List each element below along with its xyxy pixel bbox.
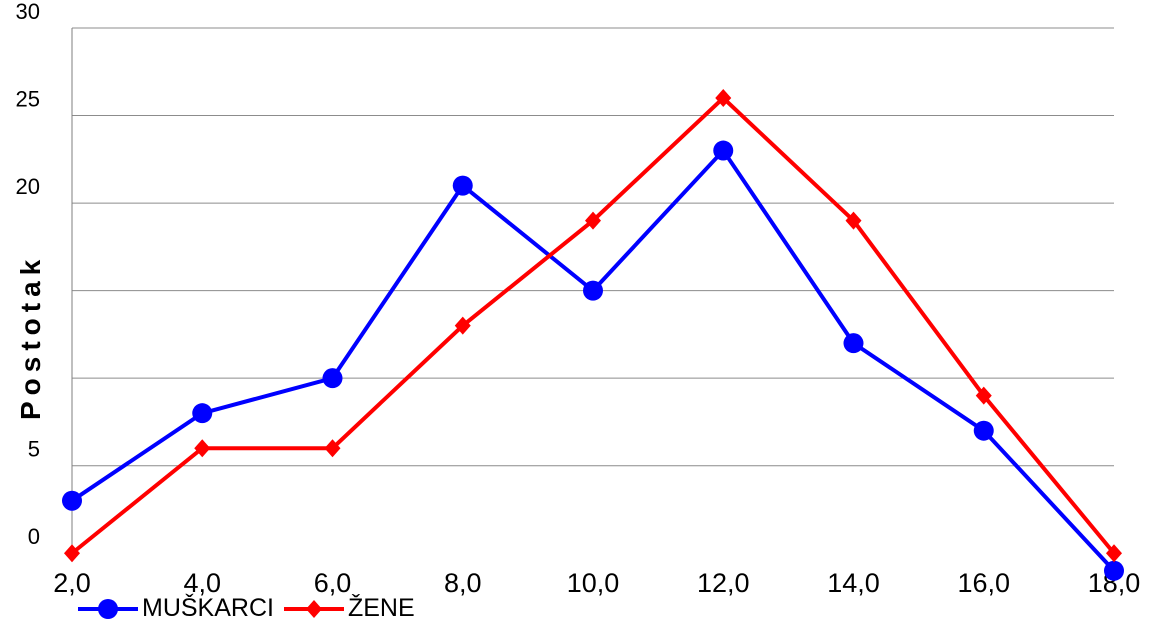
data-point [973,420,994,441]
y-tick-labels: 0 5 20 25 30 [16,0,40,549]
data-point [64,544,80,563]
y-tick-label: 5 [28,437,40,462]
data-point [322,368,343,389]
legend-item-zene: ŽENE [283,594,415,623]
data-point [454,316,471,335]
y-tick-label: 0 [28,524,40,549]
data-point [324,439,341,458]
x-tick-label: 4,0 [183,568,221,598]
y-tick-label: 20 [16,174,40,199]
data-point [194,439,211,458]
gridlines [72,27,1114,467]
legend-label-zene: ŽENE [347,594,415,622]
x-tick-label: 14,0 [827,568,880,598]
data-point [713,140,734,161]
legend: MUŠKARCI ŽENE [78,594,415,623]
legend-item-muskarci: MUŠKARCI [78,594,274,623]
data-point [585,211,601,230]
data-point [583,280,603,301]
x-tick-label: 2,0 [53,568,91,598]
x-tick-label: 16,0 [957,568,1010,598]
y-axis-title: Postotak [15,254,46,420]
data-point [192,403,213,424]
data-point [843,333,864,354]
y-tick-label: 25 [16,87,40,112]
series-lines [70,95,1116,573]
x-tick-label: 6,0 [314,568,352,598]
x-tick-label: 10,0 [567,568,620,598]
x-tick-label: 12,0 [697,568,750,598]
data-point [715,89,732,108]
y-tick-label: 30 [16,0,40,24]
data-point [1106,544,1122,563]
data-point [62,490,82,511]
data-point [845,211,862,230]
data-point [975,386,992,405]
legend-label-muskarci: MUŠKARCI [142,594,274,622]
x-tick-labels: 2,0 4,0 6,0 8,0 10,0 12,0 14,0 16,0 18,0 [53,568,1140,598]
diamond-marker-icon [283,599,344,618]
x-tick-label: 8,0 [444,568,482,598]
series-markers [62,89,1124,581]
data-point [452,175,473,196]
data-point [1104,560,1124,581]
series-line-zene [70,95,1116,555]
circle-marker-icon [78,598,138,619]
